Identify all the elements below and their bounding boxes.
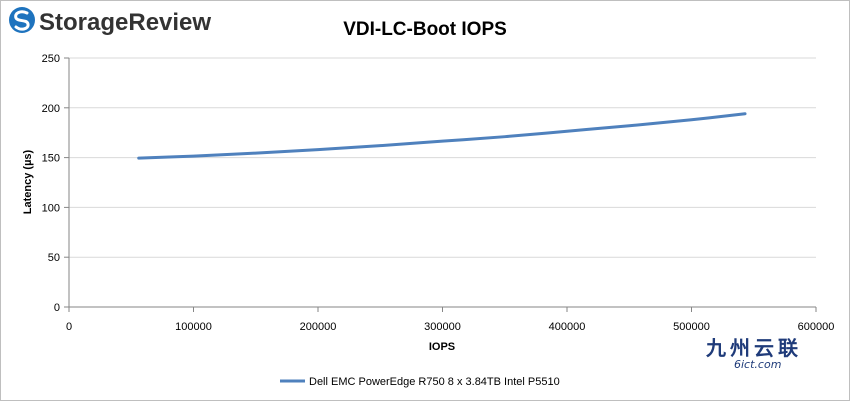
- logo-text: StorageReview: [39, 9, 211, 36]
- y-axis-ticks: 0 50 100 150 200 250: [42, 53, 69, 314]
- y-tick-label: 250: [42, 53, 60, 65]
- x-tick-label: 500000: [673, 321, 710, 333]
- legend: Dell EMC PowerEdge R750 8 x 3.84TB Intel…: [280, 376, 560, 388]
- x-tick-label: 400000: [549, 321, 586, 333]
- y-tick-label: 150: [42, 153, 60, 165]
- x-axis-ticks: 0 100000 200000 300000 400000 500000 600000: [66, 307, 834, 333]
- y-axis-label: Latency (µs): [22, 149, 34, 214]
- chart-title: VDI-LC-Boot IOPS: [343, 19, 507, 40]
- axes: [68, 58, 816, 308]
- x-tick-label: 0: [66, 321, 72, 333]
- x-tick-label: 300000: [424, 321, 461, 333]
- series-line: [137, 112, 747, 160]
- watermark-subtext: 6ict.com: [734, 358, 781, 371]
- x-tick-label: 600000: [798, 321, 835, 333]
- storagereview-logo-icon: [9, 7, 35, 33]
- x-axis-label: IOPS: [429, 341, 455, 353]
- watermark-text: 九州云联: [705, 336, 802, 360]
- storagereview-logo: StorageReview: [9, 7, 211, 36]
- grid-lines: [69, 57, 816, 258]
- y-tick-label: 100: [42, 202, 60, 214]
- x-tick-label: 100000: [175, 321, 212, 333]
- watermark: 九州云联 6ict.com: [705, 336, 802, 371]
- y-tick-label: 200: [42, 103, 60, 115]
- legend-label: Dell EMC PowerEdge R750 8 x 3.84TB Intel…: [309, 376, 560, 388]
- y-tick-label: 50: [48, 252, 60, 264]
- series-lines: [137, 112, 747, 160]
- y-tick-label: 0: [54, 302, 60, 314]
- x-tick-label: 200000: [300, 321, 337, 333]
